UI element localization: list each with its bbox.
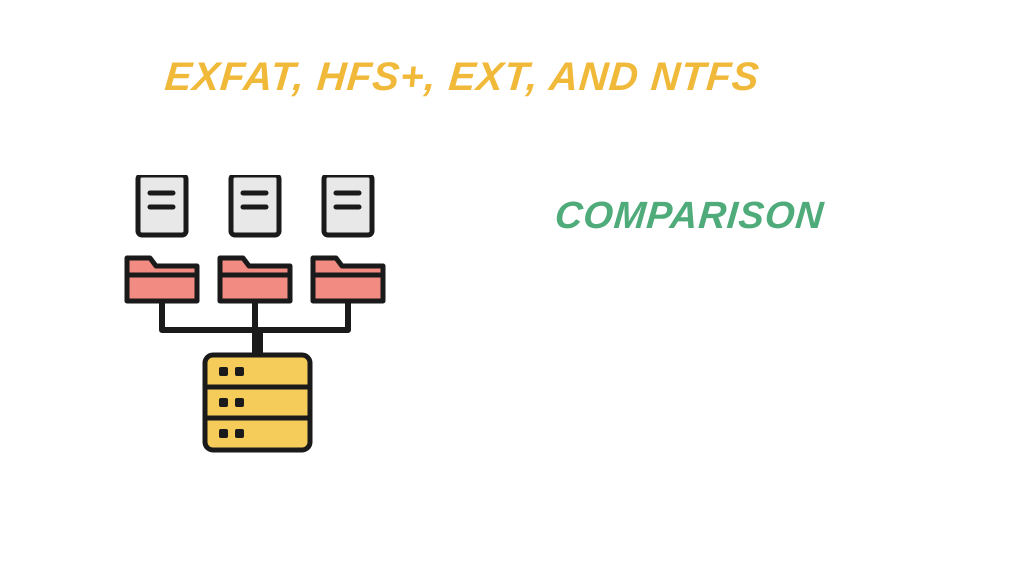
document-icon-1 — [138, 175, 186, 235]
server-icon — [205, 355, 310, 450]
folder-icon-3 — [313, 258, 383, 301]
filesystem-diagram — [120, 175, 400, 475]
title-main: EXFAT, HFS+, EXT, AND NTFS — [163, 55, 761, 100]
connectors — [162, 300, 348, 355]
title-sub: COMPARISON — [553, 195, 826, 238]
document-icon-2 — [231, 175, 279, 235]
diagram-svg — [120, 175, 400, 475]
folder-icon-1 — [127, 258, 197, 301]
document-icon-3 — [324, 175, 372, 235]
folder-icon-2 — [220, 258, 290, 301]
